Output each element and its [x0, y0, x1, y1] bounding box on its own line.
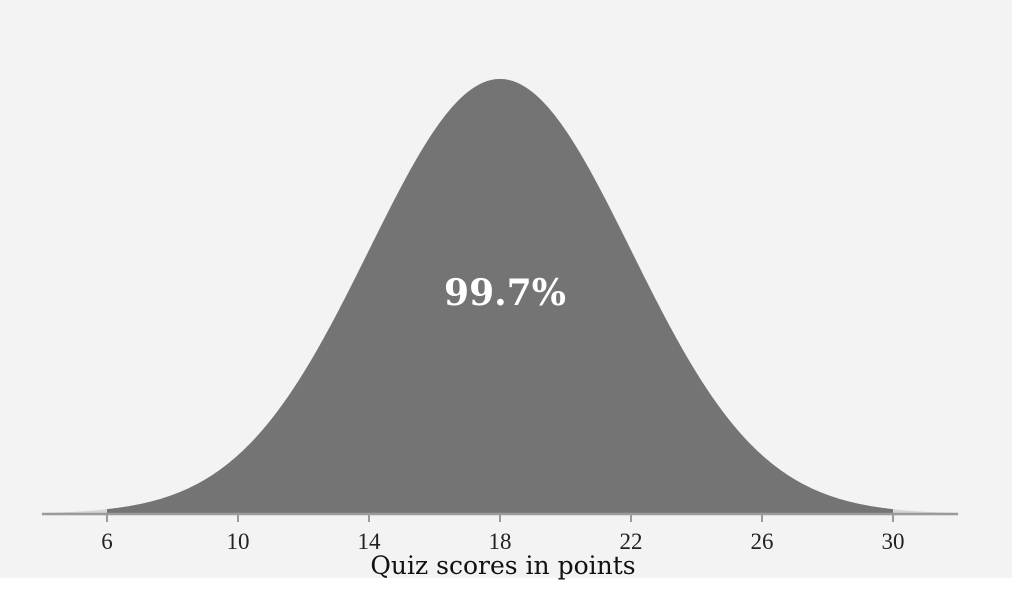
- x-axis-title: Quiz scores in points: [370, 551, 635, 580]
- x-tick-label: 18: [489, 529, 512, 554]
- x-axis-ticks: 6 10 14 18 22 26 30: [101, 514, 905, 554]
- x-tick-label: 6: [101, 529, 113, 554]
- shaded-area-99-7: [107, 79, 893, 514]
- x-tick-label: 22: [620, 529, 643, 554]
- x-tick-label: 10: [227, 529, 250, 554]
- x-tick-label: 14: [358, 529, 382, 554]
- x-tick-label: 30: [882, 529, 905, 554]
- x-tick-label: 26: [751, 529, 774, 554]
- percentage-annotation: 99.7%: [444, 272, 566, 314]
